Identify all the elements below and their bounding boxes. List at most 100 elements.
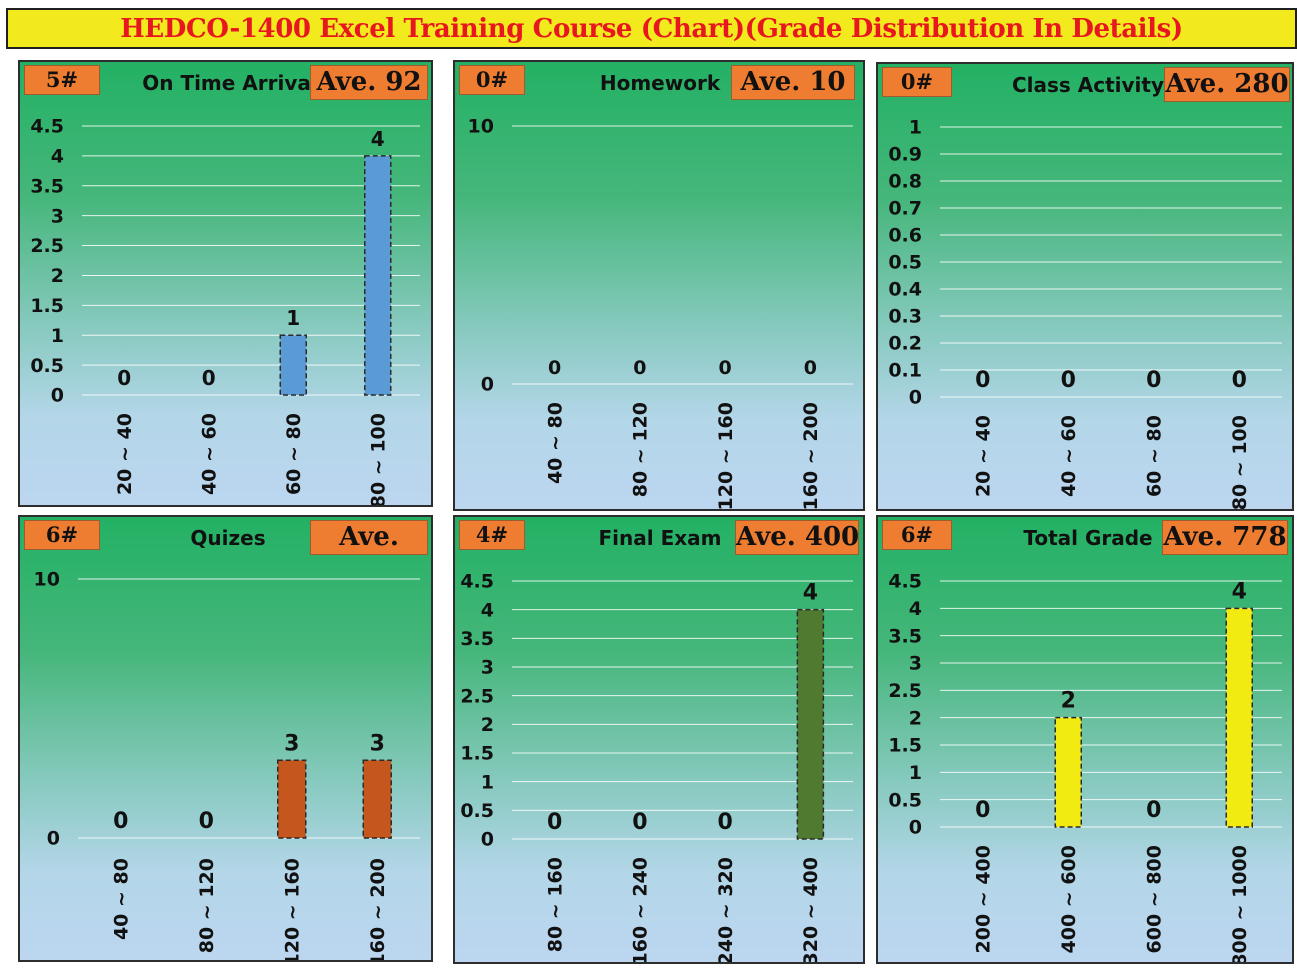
bar-chart: 0 10 0 40 ~ 80 0 80 ~ 120 3 120 ~ 160 3 160 ~ 200 [34,569,420,962]
y-tick-label: 0 [481,374,494,396]
y-tick-label: 0 [909,817,922,839]
x-category-label: 20 ~ 40 [972,415,994,497]
y-tick-label: 1 [909,117,922,139]
y-tick-label: 1 [909,762,922,784]
data-label: 0 [633,357,646,379]
y-tick-label: 0 [481,829,494,851]
x-category-label: 160 ~ 200 [800,402,822,510]
x-category-label: 600 ~ 800 [1143,845,1165,953]
data-label: 0 [717,810,732,835]
x-category-label: 200 ~ 400 [972,845,994,953]
y-tick-label: 0.6 [888,225,922,247]
average-badge: Ave. 92 [310,65,428,100]
y-tick-label: 3 [51,205,64,227]
y-tick-label: 2 [909,707,922,729]
y-tick-label: 0.5 [30,355,64,377]
y-tick-label: 0.8 [888,171,922,193]
data-label: 0 [719,357,732,379]
x-category-label: 120 ~ 160 [281,858,303,962]
y-tick-label: 2.5 [460,685,494,707]
chart-title: Quizes [190,526,266,550]
data-label: 0 [1061,368,1076,393]
average-badge: Ave. 400 [735,520,859,555]
x-category-label: 160 ~ 200 [367,858,389,962]
data-label: 0 [975,368,990,393]
bar-chart: 0 0.5 1 1.5 2 2.5 3 3.5 4 4.5 0 200 ~ 400 2 400 ~ 600… [888,571,1282,962]
data-label: 4 [803,581,818,606]
page-title: HEDCO-1400 Excel Training Course (Chart)… [6,8,1297,49]
data-label: 4 [1232,579,1247,604]
y-tick-label: 3.5 [30,175,64,197]
bar-chart: 0 10 0 40 ~ 80 0 80 ~ 120 0 120 ~ 160 0 160 ~ 200 [468,116,853,510]
x-category-label: 60 ~ 80 [1143,415,1165,497]
chart-title: Class Activity [1011,73,1165,97]
y-tick-label: 4 [481,599,494,621]
bar [277,759,307,839]
x-category-label: 80 ~ 100 [1229,415,1251,510]
x-category-label: 40 ~ 60 [1058,415,1080,497]
y-tick-label: 4.5 [460,571,494,593]
chart-panel-homework: 0# Homework Ave. 10 0 10 0 40 ~ 80 0 80 ~ 120… [453,60,865,511]
y-tick-label: 3.5 [460,628,494,650]
x-category-label: 80 ~ 120 [196,858,218,953]
y-tick-label: 4 [51,146,64,168]
y-tick-label: 0.1 [888,360,922,382]
y-tick-label: 0.4 [888,279,922,301]
x-category-label: 40 ~ 60 [198,413,220,495]
data-label: 0 [202,366,216,390]
count-badge: 6# [24,520,100,550]
y-tick-label: 0.2 [888,333,922,355]
x-category-label: 80 ~ 120 [630,402,652,497]
x-category-label: 240 ~ 320 [715,857,737,964]
average-badge: Ave. 280 [1164,67,1290,102]
bar [1225,607,1253,828]
average-badge: Ave. 10 [731,65,855,100]
chart-title: On Time Arrival [142,71,318,95]
data-label: 4 [371,127,385,151]
x-category-label: 40 ~ 80 [110,858,132,940]
bar-chart: 0 0.1 0.2 0.3 0.4 0.5 0.6 0.7 0.8 0.9 1 0 20 ~ 40 0 40… [888,117,1282,510]
y-tick-label: 0.9 [888,144,922,166]
x-category-label: 40 ~ 80 [544,402,566,484]
y-tick-label: 0 [51,385,64,407]
y-tick-label: 2 [51,265,64,287]
x-category-label: 80 ~ 160 [544,857,566,952]
data-label: 3 [370,731,385,756]
data-label: 0 [804,357,817,379]
bar [1054,716,1082,828]
count-badge: 4# [459,520,525,550]
y-tick-label: 0 [909,387,922,409]
x-category-label: 80 ~ 100 [367,413,389,507]
bar-chart: 0 0.5 1 1.5 2 2.5 3 3.5 4 4.5 0 20 ~ 40 0 40 ~ 60 1 60 … [30,116,420,507]
data-label: 0 [199,809,214,834]
bar [796,608,825,840]
y-tick-label: 2 [481,714,494,736]
average-badge: Ave. [310,520,428,555]
y-tick-label: 0.5 [888,789,922,811]
y-tick-label: 0.3 [888,306,922,328]
x-category-label: 60 ~ 80 [283,413,305,495]
y-tick-label: 3 [481,657,494,679]
chart-title: Homework [599,71,721,95]
x-category-label: 160 ~ 240 [630,857,652,964]
y-tick-label: 1.5 [460,743,494,765]
x-category-label: 400 ~ 600 [1058,845,1080,953]
data-label: 0 [1232,368,1247,393]
bar [279,334,307,396]
y-tick-label: 1 [51,325,64,347]
y-tick-label: 3 [909,653,922,675]
count-badge: 6# [882,520,952,550]
chart-panel-final-exam: 4# Final Exam Ave. 400 0 0.5 1 1.5 2 2.5 3 3.5 4… [453,515,865,964]
count-badge: 0# [459,65,525,95]
chart-panel-class-activity: 0# Class Activity Ave. 280 0 0.1 0.2 0.3 0.4… [876,62,1294,511]
count-badge: 0# [882,67,952,97]
y-tick-label: 0.7 [888,198,922,220]
data-label: 0 [548,357,561,379]
y-tick-label: 2.5 [30,235,64,257]
chart-panel-on-time-arrival: 5# On Time Arrival Ave. 92 0 0.5 1 1.5 2 2.5 3… [18,60,433,507]
data-label: 0 [1146,368,1161,393]
y-tick-label: 10 [468,116,494,138]
bar-chart: 0 0.5 1 1.5 2 2.5 3 3.5 4 4.5 0 80 ~ 160 0 160 ~ 240 0… [460,571,853,964]
y-tick-label: 1 [481,771,494,793]
y-tick-label: 4.5 [30,116,64,138]
